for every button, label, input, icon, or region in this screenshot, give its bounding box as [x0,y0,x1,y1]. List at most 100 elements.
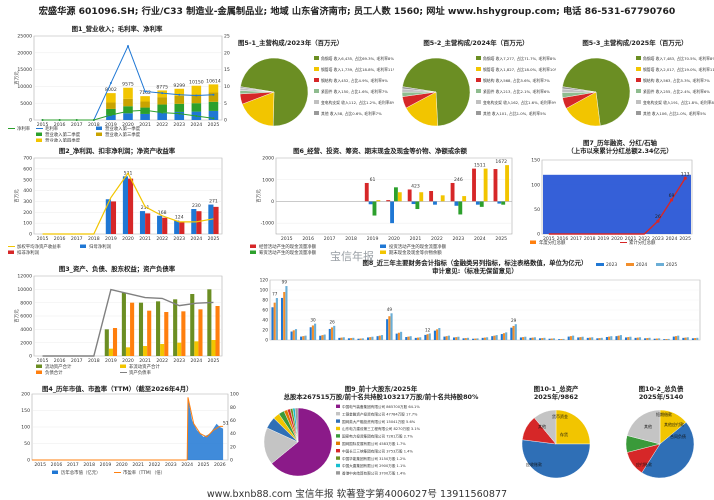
net-profit-ylabel: 百万元 [14,189,20,203]
market-value-y2tick: 80 [230,405,236,411]
revenue-net-margin-line-point [75,119,78,121]
revenue-gross-margin-line-point [195,94,198,97]
segment-2025-slice [565,91,601,127]
balance-xtick: 2024 [191,358,203,364]
revenue-bar [123,113,133,120]
indicators-bar [380,335,384,340]
net-profit-xtick: 2016 [54,236,66,242]
balance-xtick: 2018 [88,358,100,364]
cash-flow-xtick: 2021 [410,236,422,242]
revenue-net-margin-line-point [195,114,198,117]
indicators-bar [483,337,486,340]
balance-legend-label: 资产负债率 [129,369,152,376]
indicators-bar [328,328,331,340]
assets-slice [521,439,591,479]
segment-pie-2024: 角钢塔 收入7,277, 占比71.7%, 毛利率8% 钢管塔 收入1,827, … [401,56,556,127]
liabilities-slice-label: 合同负债 [670,433,686,439]
segment-pie-2025-panel: 图5-3_主营构成/2025年（百万元） 角钢塔 收入7,483, 占比70.5… [556,38,714,138]
segment-2025-legend-label: 钢管塔 收入2,017, 占比19.0%, 毛利率11% [643,67,714,72]
balance-chart: 0 2000 4000 6000 8000 10000 12000 2015 2016 2017 2… [14,274,223,376]
segment-2023-legend-swatch [314,111,319,115]
indicators-data-label: 49 [387,307,393,312]
financing-chart-panel: 图7_历年融资、分红/石轴 （上市以来累计分红总额2.34亿元） 0 50 100 1… [526,138,714,258]
holders-slice [294,407,299,443]
liabilities-slice-label: 应付账款 [636,461,652,467]
indicators-bar [400,331,403,340]
segment-2023-legend-swatch [314,89,319,93]
balance-ylabel: 百万元 [14,309,20,323]
indicators-bar [653,338,656,340]
indicators-bar [569,336,572,340]
financing-legend-swatch [530,240,536,244]
market-value-area [187,397,224,460]
indicators-bar [500,334,503,340]
balance-bar [173,299,178,356]
segment-2023-legend-swatch [314,67,319,71]
revenue-bar [157,112,167,120]
segment-2025-legend-label: 钢结构 收入563, 占比5.3%, 毛利率7% [643,78,710,83]
balance-legend-label: 流动资产合计 [45,363,72,370]
indicators-bar [694,338,697,340]
market-value-legend-label: 历年总市值（亿元） [61,469,101,476]
net-profit-bar [196,211,202,234]
indicators-bar [577,337,580,340]
balance-ytick: 10000 [17,287,32,293]
net-profit-ytick: 100 [23,221,32,227]
cash-flow-bar [376,200,381,202]
indicators-bar [586,337,589,340]
net-profit-xtick: 2021 [139,236,151,242]
indicators-bar [558,339,561,340]
segment-pie-2024-title: 图5-2_主营构成/2024年（百万元） [423,39,529,47]
balance-xtick: 2017 [71,358,83,364]
indicators-chart: 0 20 40 60 80 100 120 77 99 30 26 49 12 29 2023 2024 202… [260,262,701,344]
indicators-bar [674,336,678,340]
net-profit-ytick: 200 [23,210,32,216]
indicators-bar [624,337,628,340]
revenue-y2tick: 15 [224,67,230,73]
revenue-data-label: 8775 [156,84,168,90]
market-value-xtick: 2023 [165,462,177,468]
cash-flow-bar [501,201,506,205]
indicators-bar [347,338,350,340]
assets-slice-label: 应收账款 [526,461,542,467]
net-profit-bar [213,206,219,234]
segment-2024-legend-swatch [476,89,481,93]
financing-legend-label: 年度分红总额 [539,239,566,246]
segment-2025-legend-swatch [636,100,641,104]
net-profit-legend-label: 归母净利润 [89,243,112,250]
financing-ytick: 0 [537,232,540,238]
revenue-legend-label: 营业收入第一季度 [105,125,141,132]
balance-bar [207,289,212,356]
cash-flow-legend-label: 筹资活动产生的现金流量净额 [259,249,317,256]
cash-flow-legend-swatch [380,244,386,248]
revenue-bar [157,97,167,105]
segment-2023-legend-label: 角钢塔 收入6,435, 占比69.3%, 毛利率8% [321,56,394,61]
balance-legend-swatch [36,370,42,374]
cash-flow-xtick: 2018 [345,236,357,242]
indicators-bar [531,337,534,340]
indicators-bar [514,324,517,340]
indicators-bar [340,337,343,340]
indicators-bar [505,332,508,340]
holders-legend-swatch [336,419,340,423]
net-profit-chart: 0 100 200 300 400 500 600 700 2015 2016 2017 2018 20… [8,156,223,256]
financing-xtick: 2025 [679,236,691,242]
segment-pie-2025: 角钢塔 收入7,483, 占比70.5%, 毛利率8% 钢管塔 收入2,017, … [561,56,714,127]
revenue-xtick: 2017 [71,122,83,128]
indicators-bar [357,338,360,340]
revenue-legend-swatch [36,138,42,142]
balance-legend-label: 负债合计 [45,369,63,376]
cash-flow-bar [368,201,373,205]
revenue-data-label: 8002 [105,87,117,93]
segment-2024-legend-label: 紧固件 收入213, 占比2.1%, 毛利率6% [483,89,550,94]
indicators-bar [608,336,611,340]
cash-flow-bar [397,192,402,202]
balance-bar [108,348,113,356]
holders-legend-label: 中国电气装备集团有限公司 865700万股 64.1% [342,404,420,409]
market-value-xtick: 2021 [132,462,144,468]
net-profit-bar [179,222,185,234]
revenue-ytick: 10000 [17,84,32,90]
indicators-bar [438,328,441,340]
balance-bar [177,342,182,356]
